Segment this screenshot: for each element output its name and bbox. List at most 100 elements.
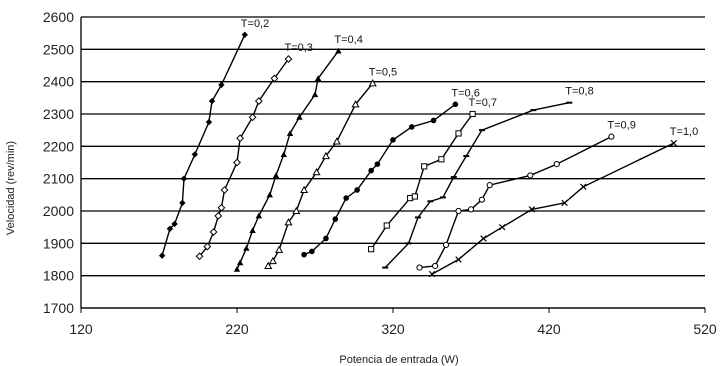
data-point-3-4 xyxy=(249,227,256,233)
data-point-5-8 xyxy=(374,161,381,167)
series-label-2: T=0,3 xyxy=(284,42,312,54)
data-point-5-10 xyxy=(408,124,415,130)
data-point-3-9 xyxy=(286,130,294,136)
series-7 xyxy=(382,101,573,269)
data-point-5-5 xyxy=(343,195,350,201)
data-point-8-1 xyxy=(416,264,423,271)
data-point-2-9 xyxy=(248,113,257,122)
data-point-1-4 xyxy=(179,199,186,207)
data-point-3-12 xyxy=(314,75,322,81)
y-tick-label-1800: 1800 xyxy=(43,268,74,284)
data-point-6-5 xyxy=(421,163,428,170)
series-line-6 xyxy=(370,113,474,250)
x-tick-label-320: 320 xyxy=(381,321,405,337)
data-point-5-12 xyxy=(452,101,459,108)
data-point-5-3 xyxy=(323,235,329,242)
data-point-5-11 xyxy=(430,117,437,124)
data-point-1-10 xyxy=(241,31,248,38)
series-line-9 xyxy=(431,142,675,275)
y-tick-label-2100: 2100 xyxy=(43,171,74,187)
data-point-8-9 xyxy=(553,161,560,168)
data-point-1-9 xyxy=(218,81,225,89)
data-point-4-11 xyxy=(368,79,377,87)
series-4 xyxy=(264,79,377,270)
y-tick-labels: 1700 1800 1900 2000 2100 2200 2300 2400 2500 2600 xyxy=(43,9,74,316)
data-point-2-2 xyxy=(203,242,212,251)
data-point-9-6 xyxy=(561,199,568,207)
y-tick-label-2600: 2600 xyxy=(43,9,74,25)
y-tick-label-2400: 2400 xyxy=(43,74,74,90)
data-point-3-8 xyxy=(280,151,287,157)
data-point-3-3 xyxy=(243,244,250,251)
data-point-4-5 xyxy=(292,206,301,215)
data-point-6-1 xyxy=(368,246,375,253)
data-point-3-6 xyxy=(266,191,273,198)
x-tick-label-420: 420 xyxy=(537,321,561,337)
y-tick-label-2200: 2200 xyxy=(43,138,74,154)
data-point-9-1 xyxy=(428,270,436,278)
series-6 xyxy=(368,110,476,253)
data-point-1-1 xyxy=(158,252,166,259)
gridlines xyxy=(81,16,705,309)
y-tick-label-2000: 2000 xyxy=(43,203,74,219)
data-point-8-5 xyxy=(467,206,475,213)
data-point-2-10 xyxy=(254,97,263,105)
x-tick-label-220: 220 xyxy=(225,321,249,337)
data-point-4-2 xyxy=(268,256,277,265)
data-point-3-11 xyxy=(311,91,319,98)
y-tick-label-1700: 1700 xyxy=(43,300,74,316)
data-point-5-7 xyxy=(368,167,374,174)
series-2 xyxy=(195,55,293,261)
data-point-4-3 xyxy=(275,245,284,253)
series-line-2 xyxy=(199,58,290,257)
data-point-6-7 xyxy=(455,130,462,137)
data-point-6-8 xyxy=(469,110,476,118)
data-point-8-8 xyxy=(527,172,534,179)
data-point-3-7 xyxy=(272,172,280,178)
data-point-5-6 xyxy=(354,187,360,193)
data-point-6-6 xyxy=(438,156,445,163)
data-point-4-8 xyxy=(321,151,330,160)
data-point-4-4 xyxy=(284,218,293,226)
y-tick-label-2500: 2500 xyxy=(43,41,74,57)
data-point-9-7 xyxy=(580,183,587,190)
series-1 xyxy=(158,31,248,259)
data-point-8-10 xyxy=(608,133,615,140)
data-point-9-8 xyxy=(670,139,678,147)
data-point-6-2 xyxy=(383,222,390,229)
data-point-2-11 xyxy=(270,74,279,83)
data-point-8-4 xyxy=(455,207,462,215)
x-tick-label-520: 520 xyxy=(693,321,717,337)
data-point-9-5 xyxy=(528,206,536,213)
data-point-5-9 xyxy=(390,137,396,143)
data-point-5-4 xyxy=(332,216,339,222)
series-line-8 xyxy=(419,135,612,269)
data-point-1-7 xyxy=(205,118,213,126)
data-point-1-2 xyxy=(166,225,174,232)
series-line-7 xyxy=(384,102,570,269)
x-tick-labels: 120 220 320 420 520 xyxy=(69,321,717,337)
data-point-8-6 xyxy=(478,196,486,203)
data-point-9-4 xyxy=(498,223,506,231)
series-label-3: T=0,4 xyxy=(334,34,362,46)
series-label-9: T=1,0 xyxy=(670,126,698,138)
data-point-1-6 xyxy=(191,151,199,158)
data-point-5-1 xyxy=(301,251,307,258)
data-point-5-2 xyxy=(309,248,315,255)
data-point-4-9 xyxy=(332,137,341,145)
data-point-3-13 xyxy=(335,47,342,54)
data-point-6-4 xyxy=(411,193,418,200)
data-point-1-8 xyxy=(208,97,216,105)
series-line-1 xyxy=(161,34,246,256)
series-8 xyxy=(416,133,615,271)
series-3 xyxy=(233,47,342,272)
series-label-6: T=0,7 xyxy=(469,97,497,109)
data-point-3-10 xyxy=(296,114,303,120)
series-labels: T=0,2 T=0,3 T=0,4 T=0,5 T=0,6T=0,7 T=0,8 T=0,9… xyxy=(241,18,698,138)
data-point-2-6 xyxy=(220,186,229,194)
data-point-8-2 xyxy=(432,262,439,270)
series-9 xyxy=(428,139,678,278)
series-label-4: T=0,5 xyxy=(369,66,397,78)
data-point-8-7 xyxy=(486,182,493,189)
